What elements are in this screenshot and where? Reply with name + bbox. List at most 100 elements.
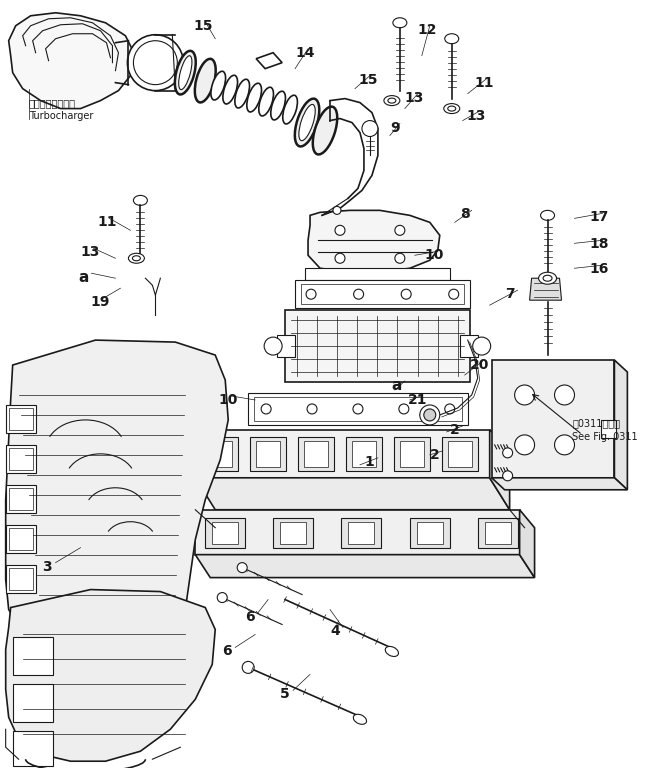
- Circle shape: [395, 225, 405, 235]
- Ellipse shape: [295, 98, 319, 146]
- Bar: [277, 335, 295, 357]
- Ellipse shape: [384, 95, 400, 105]
- Bar: [6, 564, 36, 593]
- Bar: [602, 420, 616, 438]
- Ellipse shape: [133, 195, 147, 205]
- Bar: [256, 441, 280, 467]
- Bar: [485, 521, 511, 544]
- Bar: [250, 437, 286, 471]
- Bar: [295, 280, 469, 308]
- Ellipse shape: [299, 105, 315, 141]
- Circle shape: [261, 404, 271, 414]
- Text: Turbocharger: Turbocharger: [29, 111, 93, 121]
- Ellipse shape: [271, 92, 286, 120]
- Ellipse shape: [388, 98, 396, 103]
- Bar: [9, 488, 33, 510]
- Text: 6: 6: [222, 644, 232, 658]
- Bar: [6, 484, 36, 513]
- Polygon shape: [195, 430, 489, 478]
- Bar: [341, 518, 381, 548]
- Bar: [6, 524, 36, 553]
- Text: 12: 12: [418, 23, 438, 37]
- Text: 15: 15: [358, 72, 377, 87]
- Bar: [248, 393, 467, 425]
- Ellipse shape: [175, 51, 196, 95]
- Bar: [13, 684, 52, 722]
- Text: 20: 20: [469, 358, 489, 372]
- Text: 8: 8: [459, 208, 469, 221]
- Circle shape: [515, 435, 535, 454]
- Text: a: a: [392, 378, 402, 393]
- Text: 3: 3: [42, 560, 52, 574]
- Bar: [203, 437, 238, 471]
- Bar: [477, 518, 518, 548]
- Ellipse shape: [540, 211, 554, 221]
- Circle shape: [127, 35, 183, 91]
- Circle shape: [515, 385, 535, 405]
- Bar: [400, 441, 424, 467]
- Polygon shape: [195, 554, 535, 578]
- Text: 5: 5: [280, 687, 290, 701]
- Text: 13: 13: [405, 91, 424, 105]
- Bar: [9, 408, 33, 430]
- Bar: [9, 568, 33, 590]
- Ellipse shape: [211, 72, 226, 100]
- Bar: [305, 268, 450, 280]
- Bar: [346, 437, 382, 471]
- Polygon shape: [256, 53, 282, 68]
- Circle shape: [306, 289, 316, 299]
- Polygon shape: [520, 510, 535, 578]
- Circle shape: [354, 289, 364, 299]
- Bar: [349, 521, 374, 544]
- Ellipse shape: [259, 87, 274, 116]
- Ellipse shape: [543, 275, 552, 281]
- Circle shape: [362, 121, 378, 137]
- Polygon shape: [6, 590, 215, 761]
- Text: 第0311図参照: 第0311図参照: [572, 418, 620, 428]
- Ellipse shape: [393, 18, 407, 28]
- Text: 10: 10: [425, 248, 444, 262]
- Bar: [280, 521, 306, 544]
- Bar: [410, 518, 450, 548]
- Text: 19: 19: [90, 295, 110, 309]
- Bar: [442, 437, 477, 471]
- Text: 11: 11: [475, 75, 494, 90]
- Polygon shape: [530, 278, 562, 300]
- Ellipse shape: [195, 58, 216, 102]
- Text: 15: 15: [193, 18, 212, 33]
- Text: 10: 10: [218, 393, 238, 407]
- Ellipse shape: [445, 34, 459, 44]
- Circle shape: [133, 41, 177, 85]
- Ellipse shape: [539, 272, 556, 285]
- Bar: [212, 521, 238, 544]
- Bar: [6, 405, 36, 433]
- Circle shape: [554, 385, 574, 405]
- Bar: [274, 518, 313, 548]
- Bar: [9, 448, 33, 470]
- Ellipse shape: [247, 83, 262, 112]
- Ellipse shape: [448, 106, 456, 111]
- Ellipse shape: [313, 107, 337, 155]
- Text: 18: 18: [590, 238, 609, 251]
- Text: 21: 21: [408, 393, 428, 407]
- Circle shape: [307, 404, 317, 414]
- Circle shape: [503, 448, 513, 458]
- Circle shape: [264, 337, 282, 355]
- Ellipse shape: [223, 75, 238, 104]
- Circle shape: [503, 471, 513, 481]
- Ellipse shape: [235, 79, 250, 108]
- Bar: [448, 441, 471, 467]
- Ellipse shape: [444, 104, 459, 114]
- Circle shape: [217, 593, 227, 603]
- Ellipse shape: [179, 55, 192, 89]
- Text: 11: 11: [98, 215, 117, 229]
- Text: 2: 2: [450, 423, 459, 437]
- Polygon shape: [308, 211, 440, 272]
- Bar: [208, 441, 232, 467]
- Bar: [9, 528, 33, 550]
- Circle shape: [401, 289, 411, 299]
- Bar: [459, 335, 477, 357]
- Bar: [6, 445, 36, 473]
- Text: See Fig. 0311: See Fig. 0311: [572, 432, 638, 442]
- Bar: [205, 518, 245, 548]
